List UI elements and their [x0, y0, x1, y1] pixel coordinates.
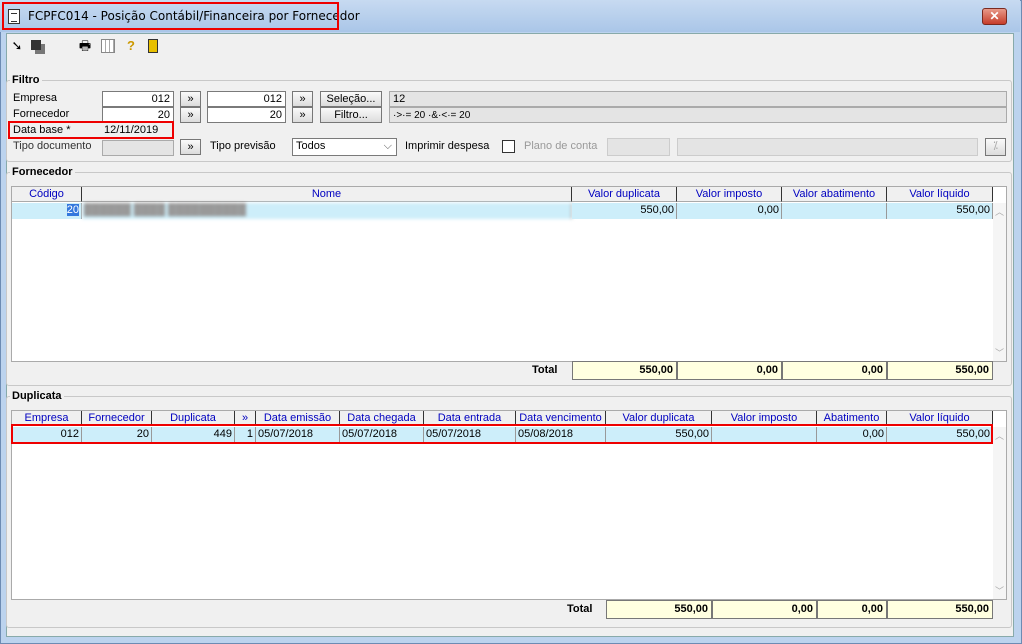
plano-conta-code-input [607, 138, 670, 156]
scroll-up-icon[interactable]: ︿ [994, 431, 1004, 441]
highlight-duplicata-row [11, 424, 993, 444]
table-cell[interactable]: 20 [82, 427, 152, 443]
tipo-previsao-select[interactable]: Todos ⌵ [292, 138, 397, 156]
table-cell[interactable]: 0,00 [817, 427, 887, 443]
total-cell: 0,00 [712, 600, 817, 619]
table-cell[interactable] [712, 427, 817, 443]
filtro-value: ·>·= 20 ·&·<·= 20 [389, 107, 1007, 123]
column-header[interactable]: Nome [82, 187, 572, 202]
total-cell: 0,00 [817, 600, 887, 619]
table-cell[interactable]: 05/08/2018 [516, 427, 606, 443]
empresa-to-lookup-button[interactable]: » [292, 91, 313, 107]
window-title: FCPFC014 - Posição Contábil/Financeira p… [28, 9, 360, 23]
duplicata-grid[interactable]: Empresa 012 Fornecedor 20 Duplicata 449» 1 Data… [11, 410, 1007, 600]
total-cell: 550,00 [572, 361, 677, 380]
column-header[interactable]: Valor líquido [887, 411, 993, 426]
total-cell: 550,00 [606, 600, 712, 619]
selecao-button[interactable]: Seleção... [320, 91, 382, 107]
table-cell[interactable]: 449 [152, 427, 235, 443]
empresa-label: Empresa [13, 92, 58, 104]
close-button[interactable]: ✕ [982, 8, 1007, 25]
table-cell[interactable]: ██████ ████ ██████████ [82, 203, 572, 219]
data-base-input[interactable]: 12/11/2019 [104, 124, 159, 136]
fornecedor-from-input[interactable]: 20 [102, 107, 174, 123]
imprimir-despesa-checkbox[interactable] [502, 140, 515, 153]
column-header[interactable]: Código [12, 187, 82, 202]
exit-door-icon[interactable] [148, 39, 158, 53]
table-cell[interactable]: 05/07/2018 [340, 427, 424, 443]
table-cell[interactable]: 550,00 [572, 203, 677, 219]
fornecedor-to-input[interactable]: 20 [207, 107, 286, 123]
column-header[interactable]: Data emissão [256, 411, 340, 426]
tipo-documento-input[interactable] [102, 140, 174, 156]
empresa-from-lookup-button[interactable]: » [180, 91, 201, 107]
highlight-data-base [8, 121, 174, 139]
fornecedor-label: Fornecedor [13, 108, 70, 120]
tipo-previsao-label: Tipo previsão [210, 140, 276, 152]
table-cell[interactable]: 0,00 [677, 203, 782, 219]
selecao-value: 12 [389, 91, 1007, 107]
tipo-previsao-value: Todos [296, 140, 326, 152]
column-header[interactable]: Data chegada [340, 411, 424, 426]
printer-icon[interactable]: 🖶 [78, 38, 92, 53]
tipo-documento-lookup-button[interactable]: » [180, 139, 201, 155]
total-cell: 550,00 [887, 361, 993, 380]
scroll-down-icon[interactable]: ﹀ [994, 348, 1004, 358]
table-cell[interactable]: 550,00 [887, 203, 993, 219]
arrow-icon[interactable]: ➘ [11, 38, 23, 53]
table-cell[interactable]: 20 [12, 203, 82, 219]
table-cell[interactable] [782, 203, 887, 219]
total-cell: 0,00 [782, 361, 887, 380]
tipo-documento-label: Tipo documento [13, 140, 92, 152]
column-header[interactable]: Data vencimento [516, 411, 606, 426]
document-icon [8, 9, 20, 24]
plano-conta-label: Plano de conta [524, 140, 598, 152]
title-bar[interactable] [0, 0, 1020, 32]
column-header[interactable]: Empresa [12, 411, 82, 426]
column-header[interactable]: Duplicata [152, 411, 235, 426]
duplicata-group: Duplicata [6, 390, 1012, 628]
filtro-button[interactable]: Filtro... [320, 107, 382, 123]
column-header[interactable]: Valor imposto [712, 411, 817, 426]
table-cell[interactable]: 012 [12, 427, 82, 443]
highlight-title [2, 2, 339, 30]
duplicata-legend: Duplicata [12, 390, 62, 402]
column-header[interactable]: Valor líquido [887, 187, 993, 202]
fornecedor-from-lookup-button[interactable]: » [180, 107, 201, 123]
total-cell: 550,00 [887, 600, 993, 619]
plano-conta-desc-input [677, 138, 978, 156]
total-label: Total [532, 364, 558, 376]
grid-icon[interactable] [101, 39, 115, 53]
table-cell[interactable]: 550,00 [887, 427, 993, 443]
chevron-down-icon: ⌵ [383, 140, 392, 152]
filtro-legend: Filtro [12, 74, 40, 86]
table-cell[interactable]: 05/07/2018 [424, 427, 516, 443]
selected-code[interactable]: 20 [66, 204, 79, 216]
fornecedor-to-lookup-button[interactable]: » [292, 107, 313, 123]
imprimir-despesa-label: Imprimir despesa [405, 140, 490, 152]
table-cell[interactable]: 05/07/2018 [256, 427, 340, 443]
total-label: Total [567, 603, 593, 615]
table-cell[interactable]: 1 [235, 427, 256, 443]
total-cell: 0,00 [677, 361, 782, 380]
column-header[interactable]: Valor imposto [677, 187, 782, 202]
filtro-group: Filtro [6, 74, 1012, 162]
data-base-label: Data base * [13, 124, 71, 136]
table-cell[interactable]: 550,00 [606, 427, 712, 443]
empresa-to-input[interactable]: 012 [207, 91, 286, 107]
fornecedor-group: Fornecedor [6, 166, 1012, 386]
help-icon[interactable]: ? [127, 38, 135, 53]
empresa-from-input[interactable]: 012 [102, 91, 174, 107]
column-header[interactable]: Valor abatimento [782, 187, 887, 202]
fornecedor-scrollbar[interactable]: ︿ ﹀ [993, 203, 1006, 361]
fornecedor-legend: Fornecedor [12, 166, 73, 178]
column-header[interactable]: Valor duplicata [572, 187, 677, 202]
scroll-up-icon[interactable]: ︿ [994, 207, 1004, 217]
plano-conta-lookup-button: ⁒ [985, 138, 1006, 156]
fornecedor-grid[interactable]: Código 20 Nome ██████ ████ ██████████ Valor … [11, 186, 1007, 362]
scroll-down-icon[interactable]: ﹀ [994, 586, 1004, 596]
windows-icon[interactable] [31, 40, 41, 50]
duplicata-scrollbar[interactable]: ︿ ﹀ [993, 427, 1006, 599]
